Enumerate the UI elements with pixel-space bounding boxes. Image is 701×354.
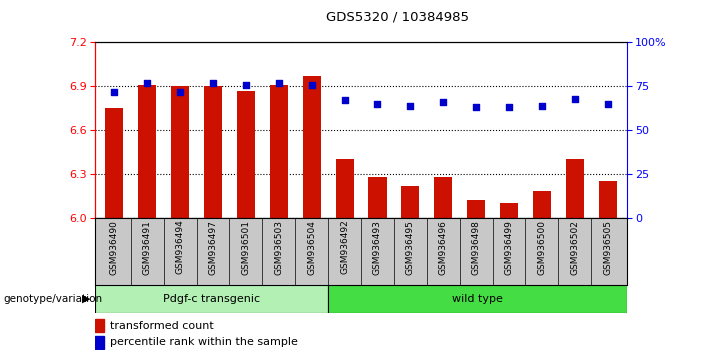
Bar	[95, 336, 104, 349]
Bar	[369, 177, 386, 218]
Text: genotype/variation: genotype/variation	[4, 294, 102, 304]
Point	[569, 96, 580, 101]
Bar	[434, 177, 452, 218]
Point	[273, 80, 285, 86]
Bar	[599, 181, 617, 218]
Point	[207, 80, 219, 86]
Point	[536, 103, 547, 108]
Bar	[401, 185, 419, 218]
Bar	[171, 86, 189, 218]
Text: GSM936495: GSM936495	[406, 220, 415, 275]
Text: GSM936500: GSM936500	[538, 220, 546, 275]
Bar	[95, 319, 104, 332]
Text: GSM936501: GSM936501	[241, 220, 250, 275]
Point	[404, 103, 416, 108]
Text: wild type: wild type	[452, 294, 503, 304]
Text: GSM936497: GSM936497	[208, 220, 217, 275]
Text: ▶: ▶	[82, 294, 90, 304]
Bar	[237, 91, 255, 218]
Point	[602, 101, 613, 107]
Point	[175, 89, 186, 95]
Bar	[566, 159, 584, 218]
Bar	[467, 200, 485, 218]
Text: transformed count: transformed count	[109, 321, 213, 331]
Text: GSM936498: GSM936498	[472, 220, 481, 275]
Bar	[303, 76, 321, 218]
Bar	[327, 285, 627, 313]
Bar	[138, 85, 156, 218]
Text: GSM936490: GSM936490	[110, 220, 119, 275]
Point	[306, 82, 318, 87]
Point	[240, 82, 252, 87]
Bar	[105, 108, 123, 218]
Text: GSM936505: GSM936505	[603, 220, 612, 275]
Text: GSM936502: GSM936502	[571, 220, 579, 275]
Point	[142, 80, 153, 86]
Point	[503, 104, 515, 110]
Point	[339, 97, 350, 103]
Bar	[95, 285, 327, 313]
Text: GSM936496: GSM936496	[439, 220, 448, 275]
Text: GSM936494: GSM936494	[176, 220, 184, 274]
Bar	[533, 192, 551, 218]
Text: GDS5320 / 10384985: GDS5320 / 10384985	[326, 11, 469, 24]
Bar	[336, 159, 353, 218]
Text: GSM936503: GSM936503	[274, 220, 283, 275]
Bar	[204, 86, 222, 218]
Text: GSM936493: GSM936493	[373, 220, 382, 275]
Text: GSM936499: GSM936499	[505, 220, 514, 275]
Bar	[270, 85, 288, 218]
Bar	[500, 203, 518, 218]
Point	[470, 104, 482, 110]
Text: GSM936504: GSM936504	[307, 220, 316, 275]
Point	[372, 101, 383, 107]
Text: percentile rank within the sample: percentile rank within the sample	[109, 337, 297, 347]
Text: Pdgf-c transgenic: Pdgf-c transgenic	[163, 294, 260, 304]
Point	[437, 99, 449, 105]
Text: GSM936491: GSM936491	[143, 220, 151, 275]
Text: GSM936492: GSM936492	[340, 220, 349, 274]
Point	[109, 89, 120, 95]
